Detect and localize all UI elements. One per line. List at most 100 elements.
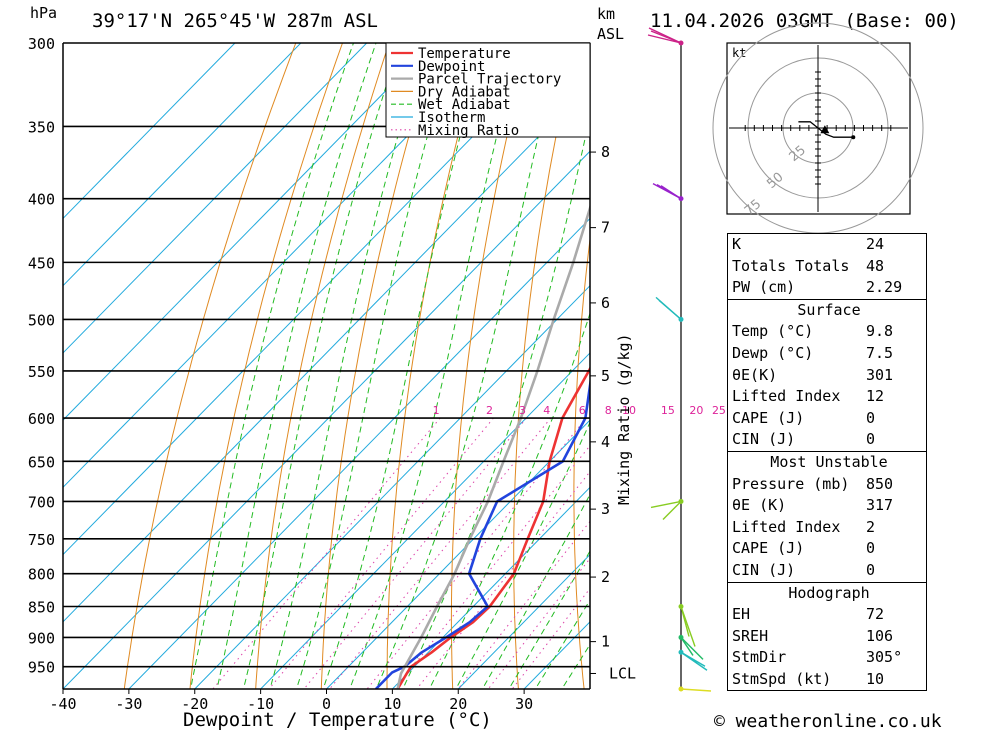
- dry-adiabat-line: [948, 43, 1000, 689]
- legend-entry-label: Parcel Trajectory: [418, 72, 561, 88]
- wind-barb-stroke: [680, 606, 696, 647]
- asl-unit-label: ASL: [597, 25, 624, 43]
- index-value: 301: [866, 365, 894, 384]
- height-tick-label: 4: [601, 433, 610, 451]
- dry-adiabat-line: [573, 235, 590, 689]
- index-value: 2: [866, 517, 876, 536]
- pressure-tick-label: 550: [28, 363, 55, 381]
- wet-adiabat-line: [216, 43, 377, 689]
- isotherm-line: [326, 419, 590, 689]
- wet-adiabat-line: [242, 43, 401, 689]
- dry-adiabat-line: [632, 43, 669, 689]
- mixing-ratio-line: [394, 444, 590, 689]
- legend-entry-label: Temperature: [418, 46, 511, 62]
- mixing-ratio-line: [487, 557, 590, 689]
- isotherm-line: [392, 486, 590, 689]
- dewpoint-line: [374, 376, 590, 689]
- dry-adiabat-line: [386, 43, 484, 689]
- index-value: 48: [866, 256, 885, 275]
- temperature-tick-label: -40: [49, 695, 76, 713]
- height-tick-label: 3: [601, 500, 610, 518]
- index-label: CAPE (J): [732, 408, 805, 427]
- legend-entry-label: Isotherm: [418, 110, 485, 126]
- wind-barb-stroke: [662, 500, 682, 520]
- index-label: θE(K): [732, 365, 778, 384]
- index-label: StmDir: [732, 648, 787, 667]
- wet-adiabat-line: [295, 43, 455, 689]
- temperature-tick-label: -10: [247, 695, 274, 713]
- pressure-tick-label: 400: [28, 191, 55, 209]
- wet-adiabat-line: [189, 43, 354, 689]
- mixing-ratio-label: 10: [622, 404, 636, 417]
- wind-barbs: [647, 27, 712, 692]
- index-value: 10: [866, 669, 885, 688]
- legend-entry-label: Mixing Ratio: [418, 123, 519, 139]
- temperature-tick-label: 20: [449, 695, 467, 713]
- hodograph-section: Hodograph EH 72 SREH 106 StmDir 305° StmSpd…: [727, 581, 927, 691]
- index-row: Dewp (°C) 7.5: [728, 343, 927, 365]
- pressure-tick-label: 300: [28, 35, 55, 53]
- dry-adiabat-line: [689, 43, 716, 689]
- height-tick-label: LCL: [609, 664, 636, 682]
- pressure-tick-label: 950: [28, 659, 55, 677]
- hpa-unit-label: hPa: [30, 4, 57, 22]
- mixing-ratio-label: 8: [605, 404, 612, 417]
- index-row: StmSpd (kt) 10: [728, 669, 927, 691]
- pressure-tick-label: 650: [28, 453, 55, 471]
- index-label: Totals Totals: [732, 256, 850, 275]
- index-value: 2.29: [866, 278, 903, 297]
- wind-barb: [652, 183, 684, 202]
- mixing-ratio-label: 2: [486, 404, 493, 417]
- index-value: 317: [866, 496, 894, 515]
- wet-adiabat-line: [455, 421, 590, 689]
- index-value: 0: [866, 560, 876, 579]
- most-unstable-section: Most Unstable Pressure (mb) 850 θE (K) 317…: [727, 450, 927, 582]
- parcel-trajectory-line: [396, 203, 590, 689]
- index-value: 7.5: [866, 343, 894, 362]
- index-row: θE (K) 317: [728, 495, 927, 517]
- index-value: 106: [866, 626, 894, 645]
- pressure-tick-label: 800: [28, 566, 55, 584]
- isotherm-line: [63, 43, 368, 354]
- index-row: CAPE (J) 0: [728, 408, 927, 430]
- index-row: Totals Totals 48: [728, 256, 927, 278]
- surface-section: Surface Temp (°C) 9.8 Dewp (°C) 7.5 θE(K) 3…: [727, 298, 927, 451]
- index-row: θE(K) 301: [728, 365, 927, 387]
- mixing-ratio-line: [212, 417, 441, 689]
- index-row: SREH 106: [728, 626, 927, 648]
- sounding-profiles: [374, 203, 590, 689]
- index-value: 850: [866, 474, 894, 493]
- index-label: θE (K): [732, 496, 787, 515]
- mixing-ratio-label: 15: [661, 404, 675, 417]
- index-row: Pressure (mb) 850: [728, 474, 927, 496]
- hodograph-title: Hodograph: [727, 581, 927, 605]
- index-label: CIN (J): [732, 430, 796, 449]
- mixing-ratio-label: 4: [543, 404, 550, 417]
- dry-adiabat-lines: [123, 43, 1000, 689]
- mixing-ratio-axis-label: Mixing Ratio (g/kg): [615, 333, 633, 505]
- mixing-ratio-label: 6: [579, 404, 586, 417]
- isotherm-line: [63, 43, 565, 556]
- index-value: 0: [866, 408, 876, 427]
- pressure-tick-label: 750: [28, 531, 55, 549]
- index-value: 0: [866, 539, 876, 558]
- wet-adiabat-line: [269, 43, 427, 689]
- general-indices: K 24 Totals Totals 48 PW (cm) 2.29: [728, 234, 927, 300]
- hodograph-unit-label: kt: [732, 46, 746, 60]
- isotherm-line: [260, 352, 590, 689]
- wind-barb-stroke: [680, 688, 712, 692]
- wind-barb-stroke: [680, 651, 708, 671]
- mixing-ratio-labels: 1 2 3 4 6 8 10 15 20 25: [433, 404, 726, 417]
- temperature-tick-label: 10: [383, 695, 401, 713]
- index-value: 305°: [866, 648, 903, 667]
- height-tick-label: 8: [601, 143, 610, 161]
- pressure-tick-label: 500: [28, 311, 55, 329]
- pressure-tick-label: 850: [28, 599, 55, 617]
- mixing-ratio-line: [303, 417, 527, 689]
- dry-adiabat-line: [513, 43, 577, 689]
- mixing-ratio-label: 20: [689, 404, 703, 417]
- dry-adiabat-line: [255, 43, 390, 689]
